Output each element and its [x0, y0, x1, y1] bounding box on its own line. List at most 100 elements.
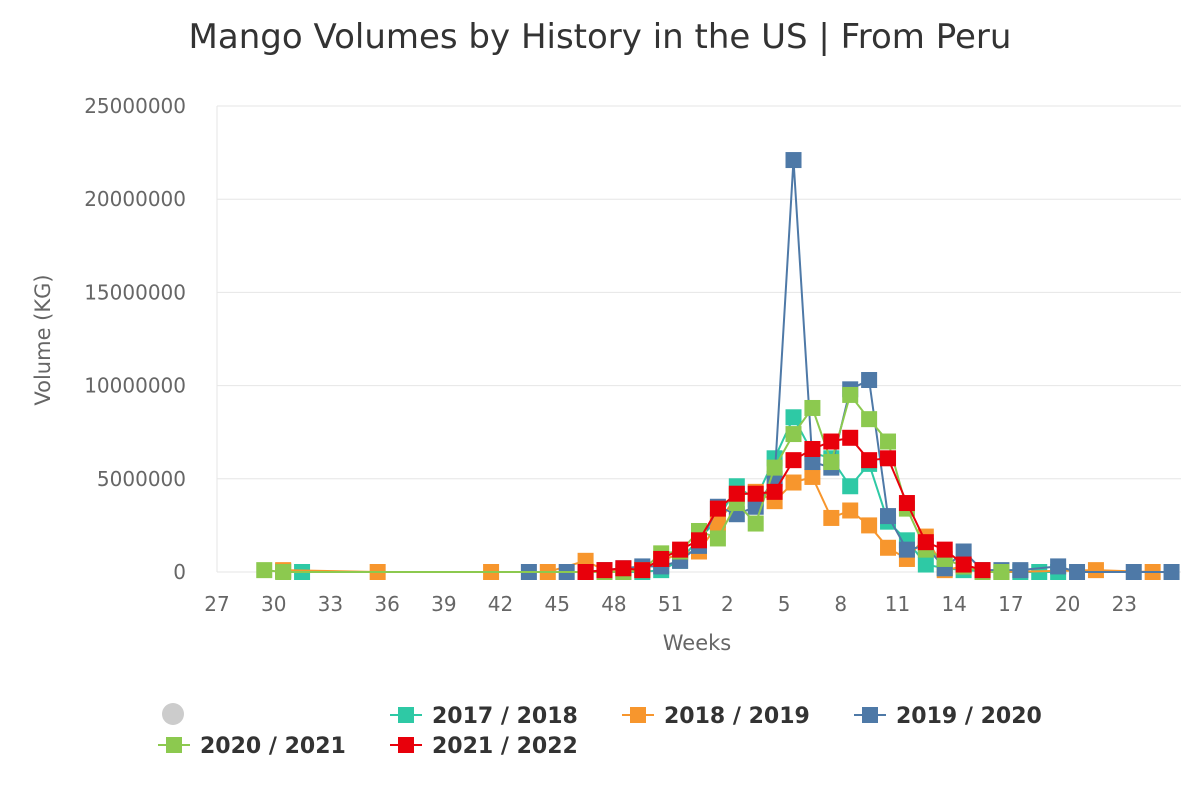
data-point-marker[interactable] — [709, 530, 726, 547]
data-point-marker[interactable] — [804, 454, 821, 471]
x-tick-label: 8 — [834, 592, 847, 616]
data-point-marker[interactable] — [275, 564, 292, 580]
data-point-marker[interactable] — [842, 478, 859, 495]
data-point-marker[interactable] — [653, 550, 670, 567]
data-point-marker[interactable] — [1012, 562, 1029, 579]
data-point-marker[interactable] — [880, 433, 897, 450]
data-point-marker[interactable] — [804, 399, 821, 416]
x-tick-label: 5 — [778, 592, 791, 616]
data-point-marker[interactable] — [785, 474, 802, 491]
data-point-marker[interactable] — [936, 541, 953, 558]
data-point-marker[interactable] — [993, 564, 1010, 580]
legend-item[interactable]: 2018 / 2019 — [622, 704, 810, 729]
x-tick-label: 2 — [721, 592, 734, 616]
legend-item[interactable]: 2019 / 2020 — [854, 704, 1042, 729]
data-point-marker[interactable] — [880, 539, 897, 556]
x-tick-label: 14 — [941, 592, 966, 616]
x-tick-label: 23 — [1112, 592, 1137, 616]
y-tick-label: 25000000 — [84, 94, 186, 118]
data-point-marker[interactable] — [1125, 564, 1142, 580]
data-point-marker[interactable] — [615, 560, 632, 577]
data-point-marker[interactable] — [785, 152, 802, 169]
data-point-marker[interactable] — [880, 508, 897, 525]
legend-label: 2019 / 2020 — [896, 704, 1042, 729]
series-layer — [256, 152, 1180, 580]
x-tick-label: 39 — [431, 592, 456, 616]
data-point-marker[interactable] — [728, 485, 745, 502]
data-point-marker[interactable] — [256, 562, 273, 579]
legend-label: 2018 / 2019 — [664, 704, 810, 729]
x-tick-label: 33 — [318, 592, 343, 616]
data-point-marker[interactable] — [709, 500, 726, 517]
legend-marker-icon — [398, 737, 414, 753]
data-point-marker[interactable] — [861, 411, 878, 428]
data-point-marker[interactable] — [861, 372, 878, 389]
series-20202021 — [256, 386, 1010, 580]
y-tick-label: 10000000 — [84, 374, 186, 398]
x-tick-label: 11 — [885, 592, 910, 616]
legend-item[interactable]: 2017 / 2018 — [390, 704, 578, 729]
data-point-marker[interactable] — [917, 556, 934, 573]
x-axis-ticks: 27 30 33 36 39 42 45 48 51 2 5 8 11 14 17 20 23 — [204, 592, 1137, 616]
legend-toggle-icon[interactable] — [162, 703, 184, 725]
data-point-marker[interactable] — [974, 562, 991, 579]
y-tick-label: 0 — [173, 560, 186, 584]
series-line — [585, 436, 983, 573]
legend-marker-icon — [398, 707, 414, 723]
data-point-marker[interactable] — [672, 541, 689, 558]
data-point-marker[interactable] — [823, 509, 840, 526]
data-point-marker[interactable] — [747, 515, 764, 532]
data-point-marker[interactable] — [898, 495, 915, 512]
x-tick-label: 17 — [998, 592, 1023, 616]
legend-marker-icon — [166, 737, 182, 753]
data-point-marker[interactable] — [1087, 562, 1104, 579]
data-point-marker[interactable] — [842, 502, 859, 519]
data-point-marker[interactable] — [747, 485, 764, 502]
x-tick-label: 27 — [204, 592, 229, 616]
data-point-marker[interactable] — [577, 564, 594, 580]
data-point-marker[interactable] — [955, 556, 972, 573]
data-point-marker[interactable] — [634, 562, 651, 579]
y-tick-label: 5000000 — [97, 467, 186, 491]
x-tick-label: 36 — [374, 592, 399, 616]
legend-label: 2021 / 2022 — [432, 734, 578, 759]
y-tick-label: 20000000 — [84, 187, 186, 211]
legend-item[interactable]: 2020 / 2021 — [158, 734, 346, 759]
data-point-marker[interactable] — [1163, 564, 1180, 580]
data-point-marker[interactable] — [1069, 564, 1086, 580]
x-tick-label: 45 — [545, 592, 570, 616]
data-point-marker[interactable] — [823, 433, 840, 450]
data-point-marker[interactable] — [917, 534, 934, 551]
data-point-marker[interactable] — [596, 562, 613, 579]
y-tick-label: 15000000 — [84, 280, 186, 304]
data-point-marker[interactable] — [861, 517, 878, 534]
data-point-marker[interactable] — [766, 459, 783, 476]
data-point-marker[interactable] — [691, 532, 707, 549]
data-point-marker[interactable] — [955, 543, 972, 560]
data-point-marker[interactable] — [804, 440, 821, 457]
legend-item[interactable]: 2021 / 2022 — [390, 734, 578, 759]
x-tick-label: 42 — [488, 592, 513, 616]
x-tick-label: 20 — [1055, 592, 1080, 616]
y-axis-ticks: 0 5000000 10000000 15000000 20000000 25000000 — [84, 94, 186, 584]
data-point-marker[interactable] — [898, 541, 915, 558]
legend-marker-icon — [862, 707, 878, 723]
data-point-marker[interactable] — [785, 426, 802, 443]
gridlines — [216, 105, 1181, 573]
x-tick-label: 48 — [601, 592, 626, 616]
data-point-marker[interactable] — [842, 429, 859, 446]
data-point-marker[interactable] — [823, 454, 840, 471]
y-axis-title: Volume (KG) — [31, 274, 55, 405]
data-point-marker[interactable] — [766, 483, 783, 500]
data-point-marker[interactable] — [785, 409, 802, 426]
data-point-marker[interactable] — [880, 450, 897, 467]
data-point-marker[interactable] — [861, 452, 878, 469]
data-point-marker[interactable] — [804, 468, 821, 485]
data-point-marker[interactable] — [785, 452, 802, 469]
series-20212022 — [577, 429, 991, 580]
data-point-marker[interactable] — [709, 515, 726, 532]
legend-marker-icon — [630, 707, 646, 723]
data-point-marker[interactable] — [842, 386, 859, 403]
data-point-marker[interactable] — [1050, 558, 1067, 575]
